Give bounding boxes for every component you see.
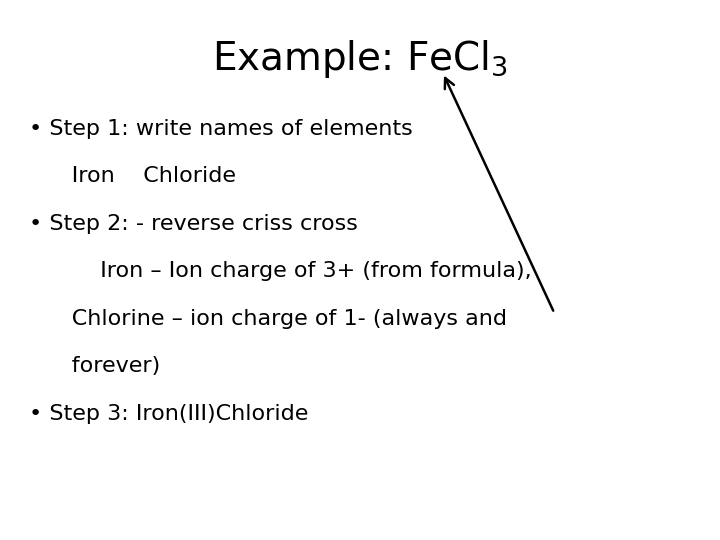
Text: Iron – Ion charge of 3+ (from formula),: Iron – Ion charge of 3+ (from formula),	[29, 261, 531, 281]
Text: Iron    Chloride: Iron Chloride	[29, 166, 236, 186]
Text: • Step 1: write names of elements: • Step 1: write names of elements	[29, 119, 413, 139]
Text: forever): forever)	[29, 356, 160, 376]
Text: • Step 3: Iron(III)Chloride: • Step 3: Iron(III)Chloride	[29, 404, 308, 424]
Text: Chlorine – ion charge of 1- (always and: Chlorine – ion charge of 1- (always and	[29, 309, 507, 329]
Text: Example: FeCl$_3$: Example: FeCl$_3$	[212, 38, 508, 80]
Text: • Step 2: - reverse criss cross: • Step 2: - reverse criss cross	[29, 214, 358, 234]
